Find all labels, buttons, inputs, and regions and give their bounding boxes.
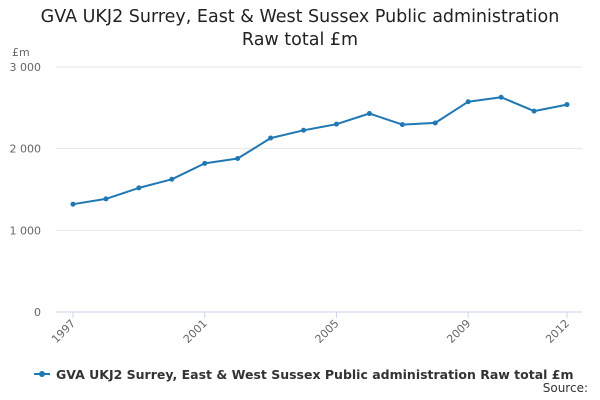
legend-swatch-icon <box>34 368 50 380</box>
data-point-marker <box>465 99 471 105</box>
data-point-marker <box>70 201 76 207</box>
chart-title: GVA UKJ2 Surrey, East & West Sussex Publ… <box>0 6 600 52</box>
x-tick-label: 2009 <box>444 317 473 346</box>
data-point-marker <box>136 185 142 191</box>
x-tick-label: 2005 <box>313 317 342 346</box>
legend-label: GVA UKJ2 Surrey, East & West Sussex Publ… <box>56 366 574 382</box>
y-axis: 0 1 000 2 000 3 000 £m <box>10 46 42 319</box>
series-line <box>72 96 568 206</box>
data-point-marker <box>169 176 175 182</box>
series-group <box>70 94 570 207</box>
legend[interactable]: GVA UKJ2 Surrey, East & West Sussex Publ… <box>34 365 574 383</box>
x-tick-label: 1997 <box>49 317 78 346</box>
source-label: Source: <box>542 381 588 395</box>
chart-title-line-1: GVA UKJ2 Surrey, East & West Sussex Publ… <box>40 7 560 27</box>
data-point-marker <box>235 155 241 161</box>
chart-title-line-2: Raw total £m <box>241 30 359 50</box>
data-point-marker <box>268 135 274 141</box>
data-point-marker <box>531 108 537 114</box>
data-point-marker <box>366 111 372 117</box>
y-tick-label: 3 000 <box>10 61 42 74</box>
y-axis-unit-label: £m <box>12 46 30 59</box>
x-axis: 1997 2001 2005 2009 2012 <box>49 311 582 346</box>
data-point-marker <box>498 94 504 100</box>
x-tick-label: 2001 <box>181 317 210 346</box>
data-point-marker <box>564 102 570 108</box>
data-point-marker <box>432 120 438 126</box>
y-tick-label: 0 <box>34 306 41 319</box>
data-point-marker <box>399 122 405 128</box>
data-point-marker <box>301 127 307 133</box>
y-tick-label: 2 000 <box>10 143 42 156</box>
data-point-marker <box>333 121 339 127</box>
x-tick-label: 2012 <box>543 317 572 346</box>
y-tick-label: 1 000 <box>10 224 42 237</box>
data-point-marker <box>103 196 109 202</box>
data-point-marker <box>202 160 208 166</box>
